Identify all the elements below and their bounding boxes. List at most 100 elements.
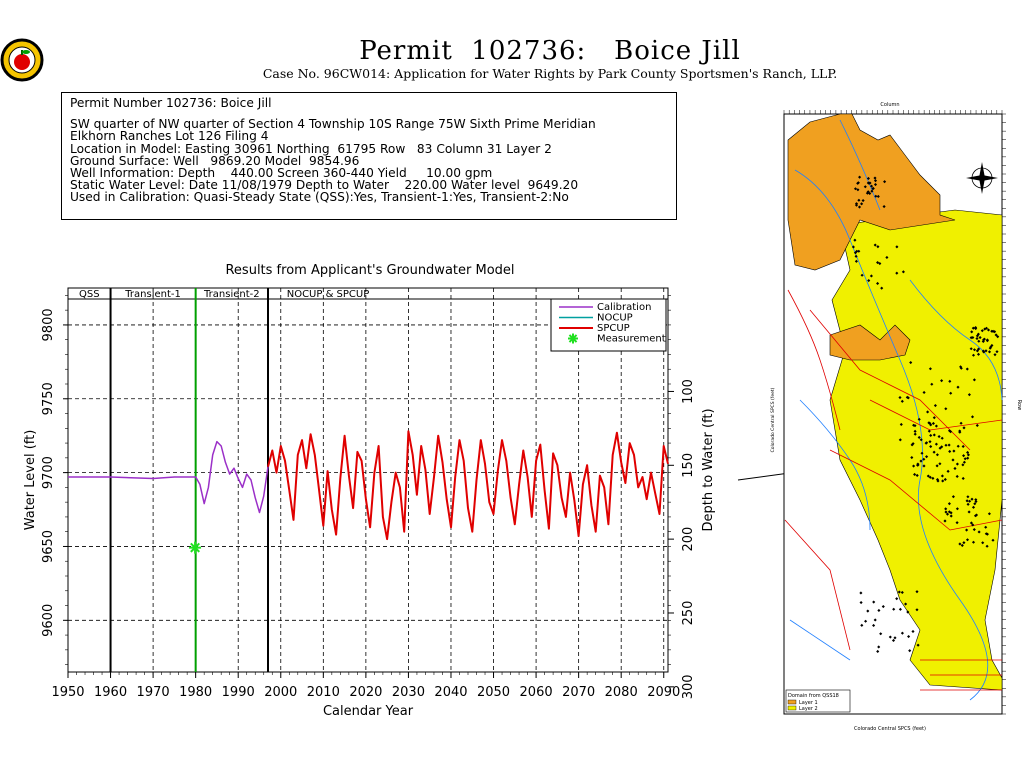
map-legend: Domain from QSS18 Layer 1 Layer 2 [785, 689, 851, 713]
series-spcup-line [267, 430, 669, 541]
map-well-marker [867, 181, 871, 185]
map-well-marker [951, 495, 955, 499]
north-arrow-icon [966, 162, 998, 194]
chart-title: Results from Applicant's Groundwater Mod… [225, 263, 514, 278]
map-well-marker [916, 462, 920, 466]
x-tick-label: 2040 [434, 685, 467, 700]
x-tick-label: 2070 [562, 685, 595, 700]
map-legend-layer1: Layer 1 [799, 700, 818, 706]
map-well-marker [962, 454, 966, 458]
map-well-marker [991, 329, 995, 333]
legend-measurement-stroke [568, 334, 578, 343]
map-well-marker [978, 336, 982, 340]
map-well-marker [975, 334, 979, 338]
map-well-marker [891, 638, 896, 643]
x-tick-label: 1970 [137, 685, 170, 700]
map-well-marker [949, 511, 953, 515]
map-well-marker [974, 513, 979, 517]
map-well-marker [913, 429, 917, 433]
map-well-marker [893, 636, 897, 640]
map-well-marker [968, 499, 972, 503]
layer2-region [829, 209, 1003, 691]
y2-tick-label: 200 [681, 527, 696, 552]
map-well-marker [947, 502, 951, 506]
map-well-marker [977, 530, 981, 534]
x-tick-label: 1990 [222, 685, 255, 700]
map-well-marker [965, 499, 969, 503]
y-tick-label: 9700 [41, 456, 56, 489]
info-line: Ground Surface: Well 9869.20 Model 9854.… [70, 153, 360, 168]
map-roads [784, 289, 1003, 691]
map-well-marker [967, 393, 971, 397]
measurement-stroke [190, 542, 201, 553]
map-well-marker [937, 435, 941, 439]
map-well-marker [926, 410, 930, 414]
x-tick-label: 1960 [94, 685, 127, 700]
info-line: Used in Calibration: Quasi-Steady State … [70, 190, 569, 205]
map-well-marker [876, 245, 880, 249]
map-well-marker [982, 337, 986, 341]
map-well-marker [938, 462, 942, 466]
map-legend-title: Domain from QSS18 [788, 693, 839, 699]
map-well-marker [912, 464, 916, 468]
map-well-marker [955, 507, 959, 511]
map-well-marker [985, 532, 989, 536]
map-well-marker [952, 449, 956, 453]
legend-label: Measurement [597, 334, 666, 345]
x-tick-label: 2090 [647, 685, 680, 700]
map-well-marker [946, 469, 950, 473]
map-legend-layer2: Layer 2 [799, 706, 818, 712]
legend-label: Calibration [597, 302, 651, 313]
map-well-marker [940, 379, 944, 383]
x-tick-label: 1950 [51, 685, 84, 700]
map-well-marker [860, 273, 864, 277]
info-line: SW quarter of NW quarter of Section 4 To… [70, 117, 596, 132]
info-title: Permit Number 102736: Boice Jill [70, 96, 272, 110]
map-well-marker [928, 367, 932, 371]
map-well-marker [935, 453, 939, 457]
map-well-marker [959, 421, 963, 425]
map-column-label: Column [880, 102, 899, 108]
map-well-marker [913, 472, 917, 477]
map-well-marker [933, 404, 937, 408]
layer1-region-small [829, 324, 911, 361]
map-well-marker [962, 460, 966, 464]
map-well-marker [966, 495, 970, 499]
state-seal-icon [0, 38, 44, 82]
map-well-marker [987, 512, 991, 516]
map-streams [789, 119, 1003, 701]
info-line: Well Information: Depth 440.00 Screen 36… [70, 166, 493, 181]
period-label: Transient-1 [124, 289, 181, 300]
map-well-marker [961, 463, 965, 467]
map-well-marker [854, 259, 858, 263]
permit-info-box: Permit Number 102736: Boice Jill SW quar… [61, 92, 677, 220]
series-calibration-line [68, 440, 269, 514]
map-well-marker [931, 421, 935, 426]
map-well-marker [966, 502, 970, 506]
map-well-marker [851, 245, 855, 249]
map-well-marker [935, 464, 939, 468]
x-tick-label: 2080 [605, 685, 638, 700]
map-well-marker [955, 521, 959, 525]
map-well-marker [870, 189, 874, 193]
x-axis-label: Calendar Year [323, 704, 414, 719]
map-well-marker [895, 245, 899, 249]
map-well-marker [885, 255, 889, 260]
map-well-marker [994, 333, 998, 337]
map-well-marker [912, 423, 916, 427]
map-well-marker [869, 274, 873, 278]
page-title: Permit 102736: Boice Jill [359, 36, 741, 66]
map-well-marker [958, 542, 962, 546]
map-well-marker [931, 476, 935, 480]
map-well-marker [972, 378, 976, 382]
map-well-marker [882, 205, 886, 209]
map-well-marker [904, 602, 908, 606]
map-well-marker [949, 430, 953, 434]
map-well-marker [900, 631, 904, 635]
map-well-marker [866, 176, 870, 181]
y-tick-label: 9600 [41, 604, 56, 637]
page-subtitle: Case No. 96CW014: Application for Water … [262, 66, 838, 81]
legend-measurement-symbol [568, 333, 578, 344]
map-well-marker [856, 188, 860, 192]
